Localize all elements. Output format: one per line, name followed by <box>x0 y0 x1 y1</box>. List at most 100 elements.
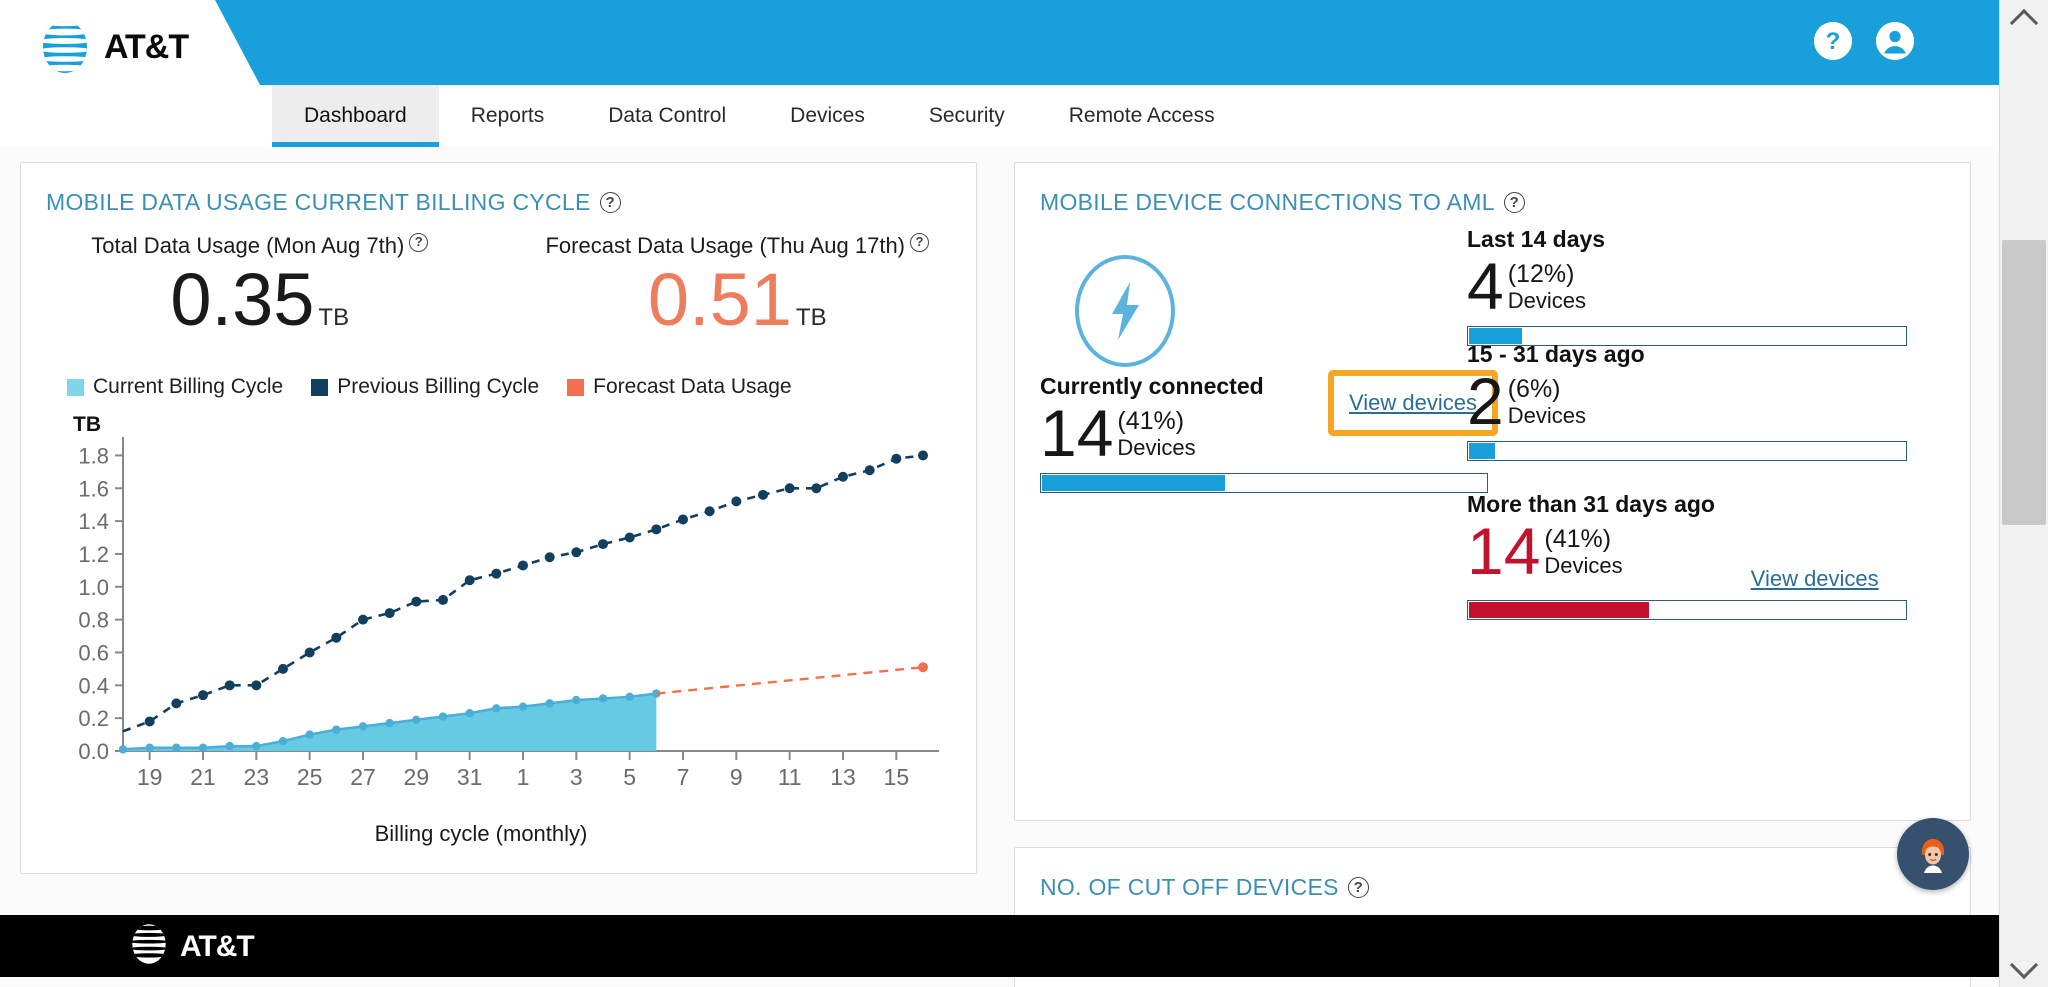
chevron-up-icon[interactable] <box>2000 0 2048 40</box>
kpi-forecast-data-usage: Forecast Data Usage (Thu Aug 17th) ? 0.5… <box>499 233 977 337</box>
stat-unit: Devices <box>1507 288 1586 314</box>
usage-chart-svg: 0.00.20.40.60.81.01.21.41.61.819 21 23 25 27… <box>78 437 939 790</box>
svg-text:1.6: 1.6 <box>78 476 109 501</box>
view-devices-link-currently-connected[interactable]: View devices <box>1349 390 1477 415</box>
svg-text:31: 31 <box>457 764 483 790</box>
help-icon[interactable]: ? <box>910 233 930 252</box>
legend-label-current: Current Billing Cycle <box>93 375 284 398</box>
svg-text:13: 13 <box>830 764 856 790</box>
kpi-unit-total: TB <box>318 304 350 331</box>
nav-item-devices[interactable]: Devices <box>758 85 897 147</box>
stat-title: 15 - 31 days ago <box>1467 341 1645 367</box>
progress-bar-fill <box>1469 602 1649 618</box>
card-mobile-data-usage: MOBILE DATA USAGE CURRENT BILLING CYCLE … <box>20 162 977 874</box>
att-wordmark: AT&T <box>180 929 255 963</box>
nav-item-reports[interactable]: Reports <box>439 85 577 147</box>
svg-text:25: 25 <box>297 764 323 790</box>
stat-figure: 14 (41%) Devices <box>1040 396 1488 470</box>
page-scrollbar[interactable] <box>1999 0 2048 987</box>
legend-swatch-previous <box>311 378 329 396</box>
stat-figure: 4 (12%) Devices <box>1467 253 1907 319</box>
stat-percent: (41%) <box>1117 407 1185 435</box>
usage-kpi-group: Total Data Usage (Mon Aug 7th) ? 0.35 TB … <box>21 233 976 337</box>
svg-text:19: 19 <box>137 764 163 790</box>
svg-text:1: 1 <box>517 764 530 790</box>
svg-text:1.0: 1.0 <box>78 575 109 600</box>
legend-item-previous[interactable]: Previous Billing Cycle <box>311 375 539 399</box>
svg-text:11: 11 <box>778 764 802 790</box>
stat-side: (12%) Devices <box>1508 255 1586 315</box>
nav-item-security[interactable]: Security <box>897 85 1037 147</box>
att-logo[interactable]: AT&T <box>36 18 189 76</box>
nav-label-remote-access: Remote Access <box>1068 104 1215 127</box>
view-devices-highlight-box: View devices <box>1328 370 1498 436</box>
app-footer: AT&T <box>0 915 2000 977</box>
svg-text:23: 23 <box>244 764 270 790</box>
legend-item-current[interactable]: Current Billing Cycle <box>67 375 283 399</box>
svg-text:0.0: 0.0 <box>78 739 109 764</box>
legend-swatch-forecast <box>567 378 585 396</box>
nav-item-remote-access[interactable]: Remote Access <box>1037 85 1247 147</box>
progress-bar-15-31-days-ago <box>1467 440 1907 461</box>
help-icon[interactable]: ? <box>409 233 429 252</box>
svg-text:1.2: 1.2 <box>78 542 109 567</box>
account-circle-icon[interactable] <box>1876 22 1914 60</box>
stat-count: 14 <box>1040 396 1114 470</box>
progress-bar-more-than-31-days <box>1467 600 1907 620</box>
stat-figure: 2 (6%) Devices <box>1467 368 1907 434</box>
svg-text:7: 7 <box>677 764 690 790</box>
svg-text:0.6: 0.6 <box>78 640 109 665</box>
stat-unit: Devices <box>1117 435 1196 461</box>
nav-label-reports: Reports <box>470 104 545 127</box>
nav-item-data-control[interactable]: Data Control <box>576 85 758 147</box>
card-title-cut-off-devices: NO. OF CUT OFF DEVICES ? <box>1040 874 1369 901</box>
svg-text:1.8: 1.8 <box>78 443 109 468</box>
chevron-down-icon[interactable] <box>2000 947 2048 987</box>
nav-item-dashboard[interactable]: Dashboard <box>272 85 439 160</box>
card-title-text: NO. OF CUT OFF DEVICES <box>1040 874 1339 900</box>
progress-bar-last-14-days <box>1467 325 1907 346</box>
stat-figure: 14 (41%) Devices View devices <box>1467 514 1907 592</box>
help-icon[interactable]: ? <box>1503 192 1525 213</box>
stat-side: (41%) Devices <box>1117 402 1195 462</box>
kpi-value-total-wrap: 0.35 TB <box>21 263 499 337</box>
att-globe-icon <box>127 922 171 971</box>
help-circle-icon[interactable]: ? <box>1814 22 1852 60</box>
svg-text:15: 15 <box>884 764 910 790</box>
agent-avatar-icon[interactable] <box>1897 818 1969 890</box>
header-actions: ? <box>1814 22 1914 60</box>
card-mobile-device-connections: MOBILE DEVICE CONNECTIONS TO AML ? Last … <box>1014 162 1971 821</box>
scrollbar-thumb[interactable] <box>2002 240 2046 525</box>
svg-text:27: 27 <box>350 764 376 790</box>
kpi-value-forecast-wrap: 0.51 TB <box>499 263 977 337</box>
kpi-label-total: Total Data Usage (Mon Aug 7th) ? <box>91 233 429 259</box>
kpi-label-forecast-text: Forecast Data Usage (Thu Aug 17th) <box>545 233 906 258</box>
stat-count: 14 <box>1467 514 1541 588</box>
kpi-label-forecast: Forecast Data Usage (Thu Aug 17th) ? <box>545 233 930 259</box>
progress-bar-currently-connected <box>1040 472 1488 493</box>
help-icon[interactable]: ? <box>1347 877 1369 898</box>
stat-15-31-days-ago: 15 - 31 days ago 2 (6%) Devices <box>1467 341 1907 461</box>
svg-text:0.2: 0.2 <box>78 706 109 731</box>
nav-label-devices: Devices <box>790 104 865 127</box>
kpi-value-total: 0.35 <box>170 258 315 341</box>
stat-title: More than 31 days ago <box>1467 491 1715 517</box>
card-title-mobile-data-usage: MOBILE DATA USAGE CURRENT BILLING CYCLE … <box>46 189 621 216</box>
progress-bar-fill <box>1469 327 1522 344</box>
progress-bar-fill <box>1469 442 1496 459</box>
legend-label-previous: Previous Billing Cycle <box>337 375 540 398</box>
legend-item-forecast[interactable]: Forecast Data Usage <box>567 375 792 399</box>
nav-label-data-control: Data Control <box>608 104 727 127</box>
svg-text:9: 9 <box>730 764 743 790</box>
view-devices-link-more-than-31-days[interactable]: View devices <box>1750 566 1879 591</box>
bolt-icon <box>1075 255 1175 367</box>
help-icon[interactable]: ? <box>599 192 621 213</box>
kpi-value-forecast: 0.51 <box>647 258 792 341</box>
svg-text:0.8: 0.8 <box>78 608 109 633</box>
footer-att-logo: AT&T <box>127 922 255 971</box>
main-navigation: Dashboard Reports Data Control Devices S… <box>0 85 2000 160</box>
stat-title: Last 14 days <box>1467 226 1606 252</box>
card-title-aml: MOBILE DEVICE CONNECTIONS TO AML ? <box>1040 189 1525 216</box>
kpi-label-total-text: Total Data Usage (Mon Aug 7th) <box>91 233 405 258</box>
